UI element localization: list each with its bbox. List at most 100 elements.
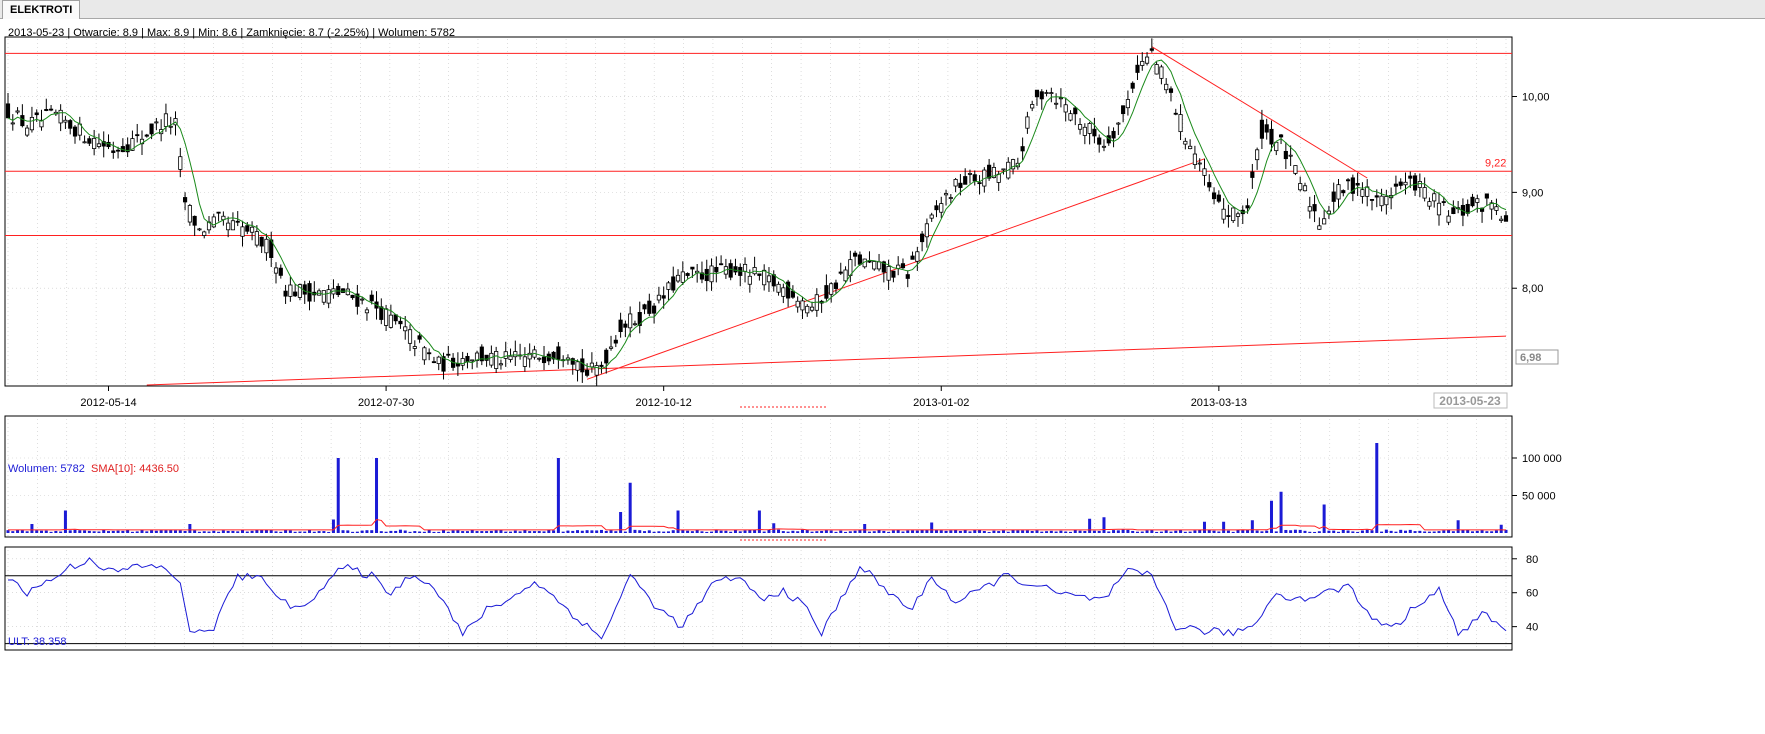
candle: [216, 211, 221, 222]
candle: [910, 251, 915, 260]
volume-bar: [418, 531, 422, 533]
volume-bar: [786, 531, 790, 533]
volume-bar: [1394, 531, 1398, 533]
candle: [254, 225, 259, 248]
candle: [72, 125, 78, 144]
price-y-tick-label: 9,00: [1522, 187, 1543, 199]
volume-bar: [1016, 530, 1020, 533]
volume-bar: [1475, 530, 1479, 533]
candle: [154, 117, 159, 131]
volume-sma-line: [8, 518, 1506, 531]
tab-elektroti[interactable]: ELEKTROTI: [2, 0, 81, 19]
price-sma-line: [7, 59, 1507, 370]
candle: [1341, 189, 1346, 197]
candle: [1470, 193, 1475, 208]
candle: [891, 270, 896, 283]
candle: [948, 194, 953, 204]
candle: [340, 288, 346, 294]
chart-area[interactable]: 8,00 9,00 10,00 6,98 9,22 2012-05-14 2012-07-3…: [0, 19, 1765, 734]
candle: [264, 233, 269, 261]
candle: [1073, 105, 1078, 126]
candle: [604, 348, 609, 374]
candle: [585, 363, 590, 378]
candle: [1097, 134, 1102, 153]
volume-bar: [102, 529, 106, 533]
volume-bar: [1322, 504, 1326, 533]
volume-bar: [820, 530, 824, 533]
candle: [360, 296, 365, 305]
candle: [1077, 118, 1083, 135]
volume-bar: [528, 531, 532, 533]
candle: [541, 345, 547, 371]
volume-bar: [1375, 443, 1379, 533]
volume-bar: [542, 531, 546, 533]
volume-bar: [293, 531, 297, 533]
volume-bar: [973, 530, 977, 533]
candle: [680, 261, 685, 286]
candle: [364, 307, 370, 321]
volume-bar: [408, 531, 412, 533]
price-y-tick-label: 8,00: [1522, 283, 1543, 295]
volume-bar: [1174, 530, 1178, 533]
candle: [1422, 177, 1427, 202]
candle: [197, 227, 202, 232]
candle: [379, 298, 384, 325]
candle: [1025, 111, 1030, 134]
candle: [283, 284, 288, 304]
volume-bar: [509, 531, 513, 533]
candle: [575, 359, 580, 382]
candle: [1384, 189, 1389, 215]
volume-bar: [1461, 529, 1465, 533]
candle: [1307, 196, 1312, 219]
volume-bar: [748, 529, 752, 533]
volume-bar: [863, 524, 867, 533]
volume-bar: [1447, 529, 1451, 533]
candle: [1135, 55, 1140, 80]
candle: [829, 282, 834, 303]
candle: [929, 212, 934, 222]
volume-bar: [284, 529, 288, 533]
candle: [647, 293, 652, 317]
candle: [699, 261, 705, 284]
volume-bar: [700, 531, 704, 533]
candle: [685, 272, 690, 279]
volume-bar: [193, 530, 197, 533]
volume-bar: [1356, 531, 1360, 533]
volume-bar: [580, 530, 584, 533]
chart-svg[interactable]: 8,00 9,00 10,00 6,98 9,22 2012-05-14 2012-07-3…: [0, 19, 1765, 734]
candle: [388, 304, 393, 329]
volume-bar: [1313, 531, 1317, 533]
volume-bar: [1423, 531, 1427, 533]
candle: [833, 279, 839, 294]
candle: [1336, 178, 1341, 209]
volume-bar: [681, 530, 685, 533]
volume-bar: [1365, 529, 1369, 533]
volume-bar: [1150, 530, 1154, 533]
volume-bar: [518, 531, 522, 533]
volume-bar: [1145, 530, 1149, 533]
candle: [1039, 89, 1044, 110]
candle: [1503, 211, 1509, 222]
candle: [422, 345, 427, 365]
volume-bar: [1490, 531, 1494, 533]
volume-bar: [537, 531, 541, 533]
candle: [637, 301, 642, 334]
candle: [608, 335, 614, 351]
volume-bar: [6, 530, 10, 533]
volume-bar: [949, 530, 953, 533]
volume-bar: [623, 531, 627, 533]
volume-bar: [834, 531, 838, 533]
candle: [594, 361, 599, 387]
candle: [967, 169, 973, 184]
volume-bar: [1332, 530, 1336, 533]
volume-bar: [1442, 530, 1446, 533]
volume-bar: [657, 531, 661, 533]
volume-bar: [1346, 530, 1350, 533]
volume-bar: [829, 530, 833, 533]
candle: [853, 250, 858, 267]
candle: [135, 123, 140, 143]
candle: [1168, 86, 1174, 102]
candle: [484, 354, 489, 367]
volume-bar: [1485, 531, 1489, 533]
volume-bar: [212, 530, 216, 533]
